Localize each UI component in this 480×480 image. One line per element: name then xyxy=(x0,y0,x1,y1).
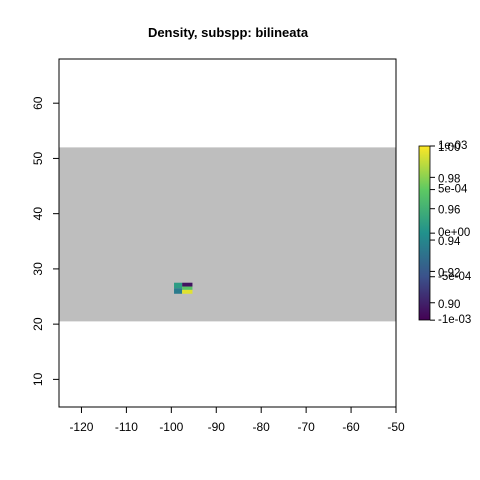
y-axis: 10 20 30 40 50 60 xyxy=(31,96,59,386)
colorbar-tick-label: 0.90 xyxy=(438,299,460,311)
density-cell xyxy=(174,288,182,294)
x-tick-label: -80 xyxy=(253,420,271,434)
colorbar-tick-label: 0.92 xyxy=(438,267,460,279)
colorbar-tick-label: 0.96 xyxy=(438,205,460,217)
y-tick-label: 60 xyxy=(31,96,45,110)
colorbar-tick-label: -1e-03 xyxy=(438,314,471,326)
y-tick-label: 40 xyxy=(31,207,45,221)
colorbar-tick-label: 0.98 xyxy=(438,173,460,185)
y-tick-label: 10 xyxy=(31,372,45,386)
colorbar-legend: 1e-035e-040e+00-5e-04-1e-031.000.980.960… xyxy=(419,140,472,326)
colorbar-gradient xyxy=(419,146,430,320)
x-tick-label: -60 xyxy=(342,420,360,434)
y-tick-label: 50 xyxy=(31,151,45,165)
density-cell xyxy=(182,287,192,290)
study-region-band xyxy=(59,147,396,321)
density-cell xyxy=(182,290,192,294)
x-axis: -120 -110 -100 -90 -80 -70 -60 -50 xyxy=(69,407,405,434)
colorbar-tick-label: 1.00 xyxy=(438,142,460,154)
colorbar-tick-label: 5e-04 xyxy=(438,184,468,196)
x-tick-label: -50 xyxy=(387,420,405,434)
chart-title: Density, subspp: bilineata xyxy=(148,25,309,40)
x-tick-label: -90 xyxy=(208,420,226,434)
y-tick-label: 30 xyxy=(31,262,45,276)
x-tick-label: -120 xyxy=(69,420,93,434)
density-cell xyxy=(174,283,182,289)
y-tick-label: 20 xyxy=(31,317,45,331)
x-tick-label: -100 xyxy=(159,420,183,434)
x-tick-label: -110 xyxy=(115,420,138,434)
x-tick-label: -70 xyxy=(297,420,315,434)
colorbar-tick-label: 0.94 xyxy=(438,236,461,248)
plot-area xyxy=(59,59,396,407)
density-cell xyxy=(182,283,192,287)
